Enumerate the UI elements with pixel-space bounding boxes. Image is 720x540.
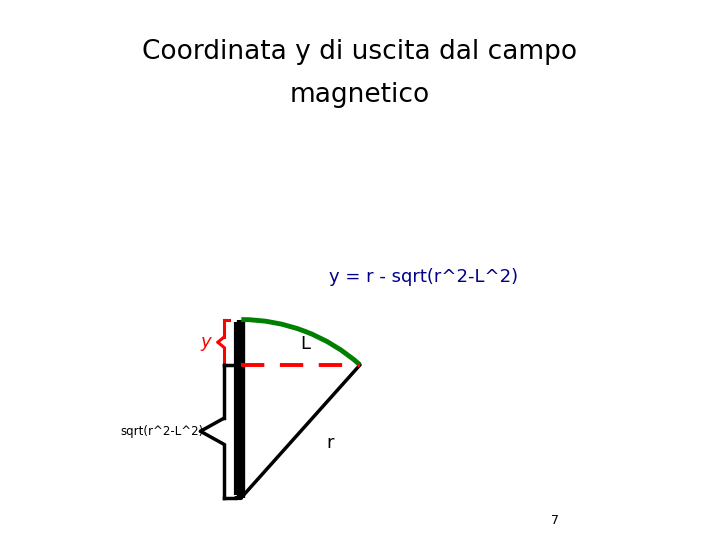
Text: sqrt(r^2-L^2): sqrt(r^2-L^2) xyxy=(121,425,204,438)
Text: Coordinata y di uscita dal campo: Coordinata y di uscita dal campo xyxy=(143,39,577,65)
Text: y: y xyxy=(200,333,210,351)
Text: magnetico: magnetico xyxy=(290,82,430,108)
Text: y = r - sqrt(r^2-L^2): y = r - sqrt(r^2-L^2) xyxy=(329,268,518,286)
Text: L: L xyxy=(300,335,310,353)
Text: r: r xyxy=(326,434,333,451)
Text: 7: 7 xyxy=(552,514,559,527)
